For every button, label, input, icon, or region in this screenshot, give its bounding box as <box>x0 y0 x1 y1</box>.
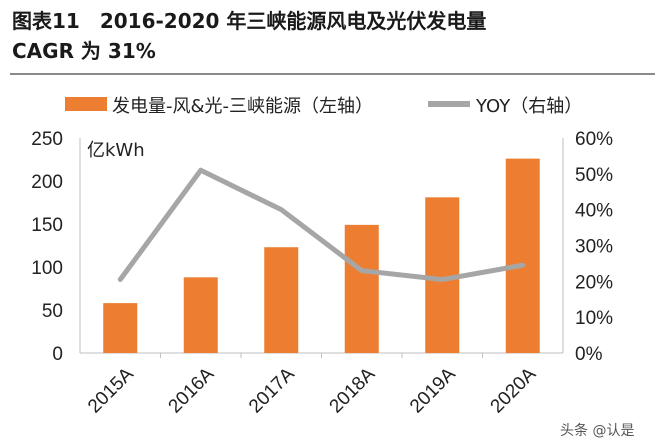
y-right-tick-label: 10% <box>575 308 613 329</box>
x-tick-label: 2017A <box>245 363 299 417</box>
title-divider <box>10 73 655 75</box>
chart-title-line-2: CAGR 为 31% <box>12 39 156 63</box>
bar-2018A <box>344 224 379 353</box>
y-axis-right-labels: 0% 10% 20% 30% 40% 50% 60% <box>575 129 613 365</box>
x-tick-label: 2015A <box>84 363 138 417</box>
chart-title-line-1: 图表11 2016-2020 年三峡能源风电及光伏发电量 <box>12 9 487 33</box>
x-tick-label: 2019A <box>406 363 460 417</box>
yoy-line-series <box>117 167 526 283</box>
axes <box>79 138 564 358</box>
y-axis-unit-label: 亿kWh <box>87 140 145 161</box>
x-axis-labels: 2015A 2016A 2017A 2018A 2019A 2020A <box>84 363 540 417</box>
y-left-tick-label: 250 <box>31 129 63 150</box>
y-right-tick-label: 0% <box>575 344 603 365</box>
bar-series <box>103 158 540 353</box>
bar-2020A <box>505 158 540 353</box>
y-left-tick-label: 150 <box>31 215 63 236</box>
chart-title: 图表11 2016-2020 年三峡能源风电及光伏发电量 CAGR 为 31% <box>12 6 652 66</box>
x-tick-label: 2016A <box>165 363 219 417</box>
y-left-tick-label: 0 <box>52 344 63 365</box>
bar-2017A <box>264 247 299 353</box>
y-right-tick-label: 20% <box>575 272 613 293</box>
bar-2015A <box>103 303 138 353</box>
y-right-tick-label: 30% <box>575 237 613 258</box>
legend-label-line: YOY（右轴） <box>475 96 582 117</box>
y-axis-left-labels: 0 50 100 150 200 250 <box>31 129 63 365</box>
y-left-tick-label: 200 <box>31 172 63 193</box>
x-tick-label: 2020A <box>487 363 541 417</box>
y-left-tick-label: 50 <box>42 301 63 322</box>
y-right-tick-label: 40% <box>575 201 613 222</box>
y-left-tick-label: 100 <box>31 258 63 279</box>
x-tick-label: 2018A <box>326 363 380 417</box>
legend-label-bar: 发电量-风&光-三峡能源（左轴） <box>112 96 373 117</box>
yoy-line <box>117 167 526 283</box>
y-right-tick-label: 50% <box>575 165 613 186</box>
legend-swatch-bar <box>65 97 107 111</box>
bar-2016A <box>183 277 218 353</box>
legend: 发电量-风&光-三峡能源（左轴） YOY（右轴） <box>65 96 582 117</box>
watermark: 头条 @认是 <box>560 422 634 439</box>
y-right-tick-label: 60% <box>575 129 613 150</box>
